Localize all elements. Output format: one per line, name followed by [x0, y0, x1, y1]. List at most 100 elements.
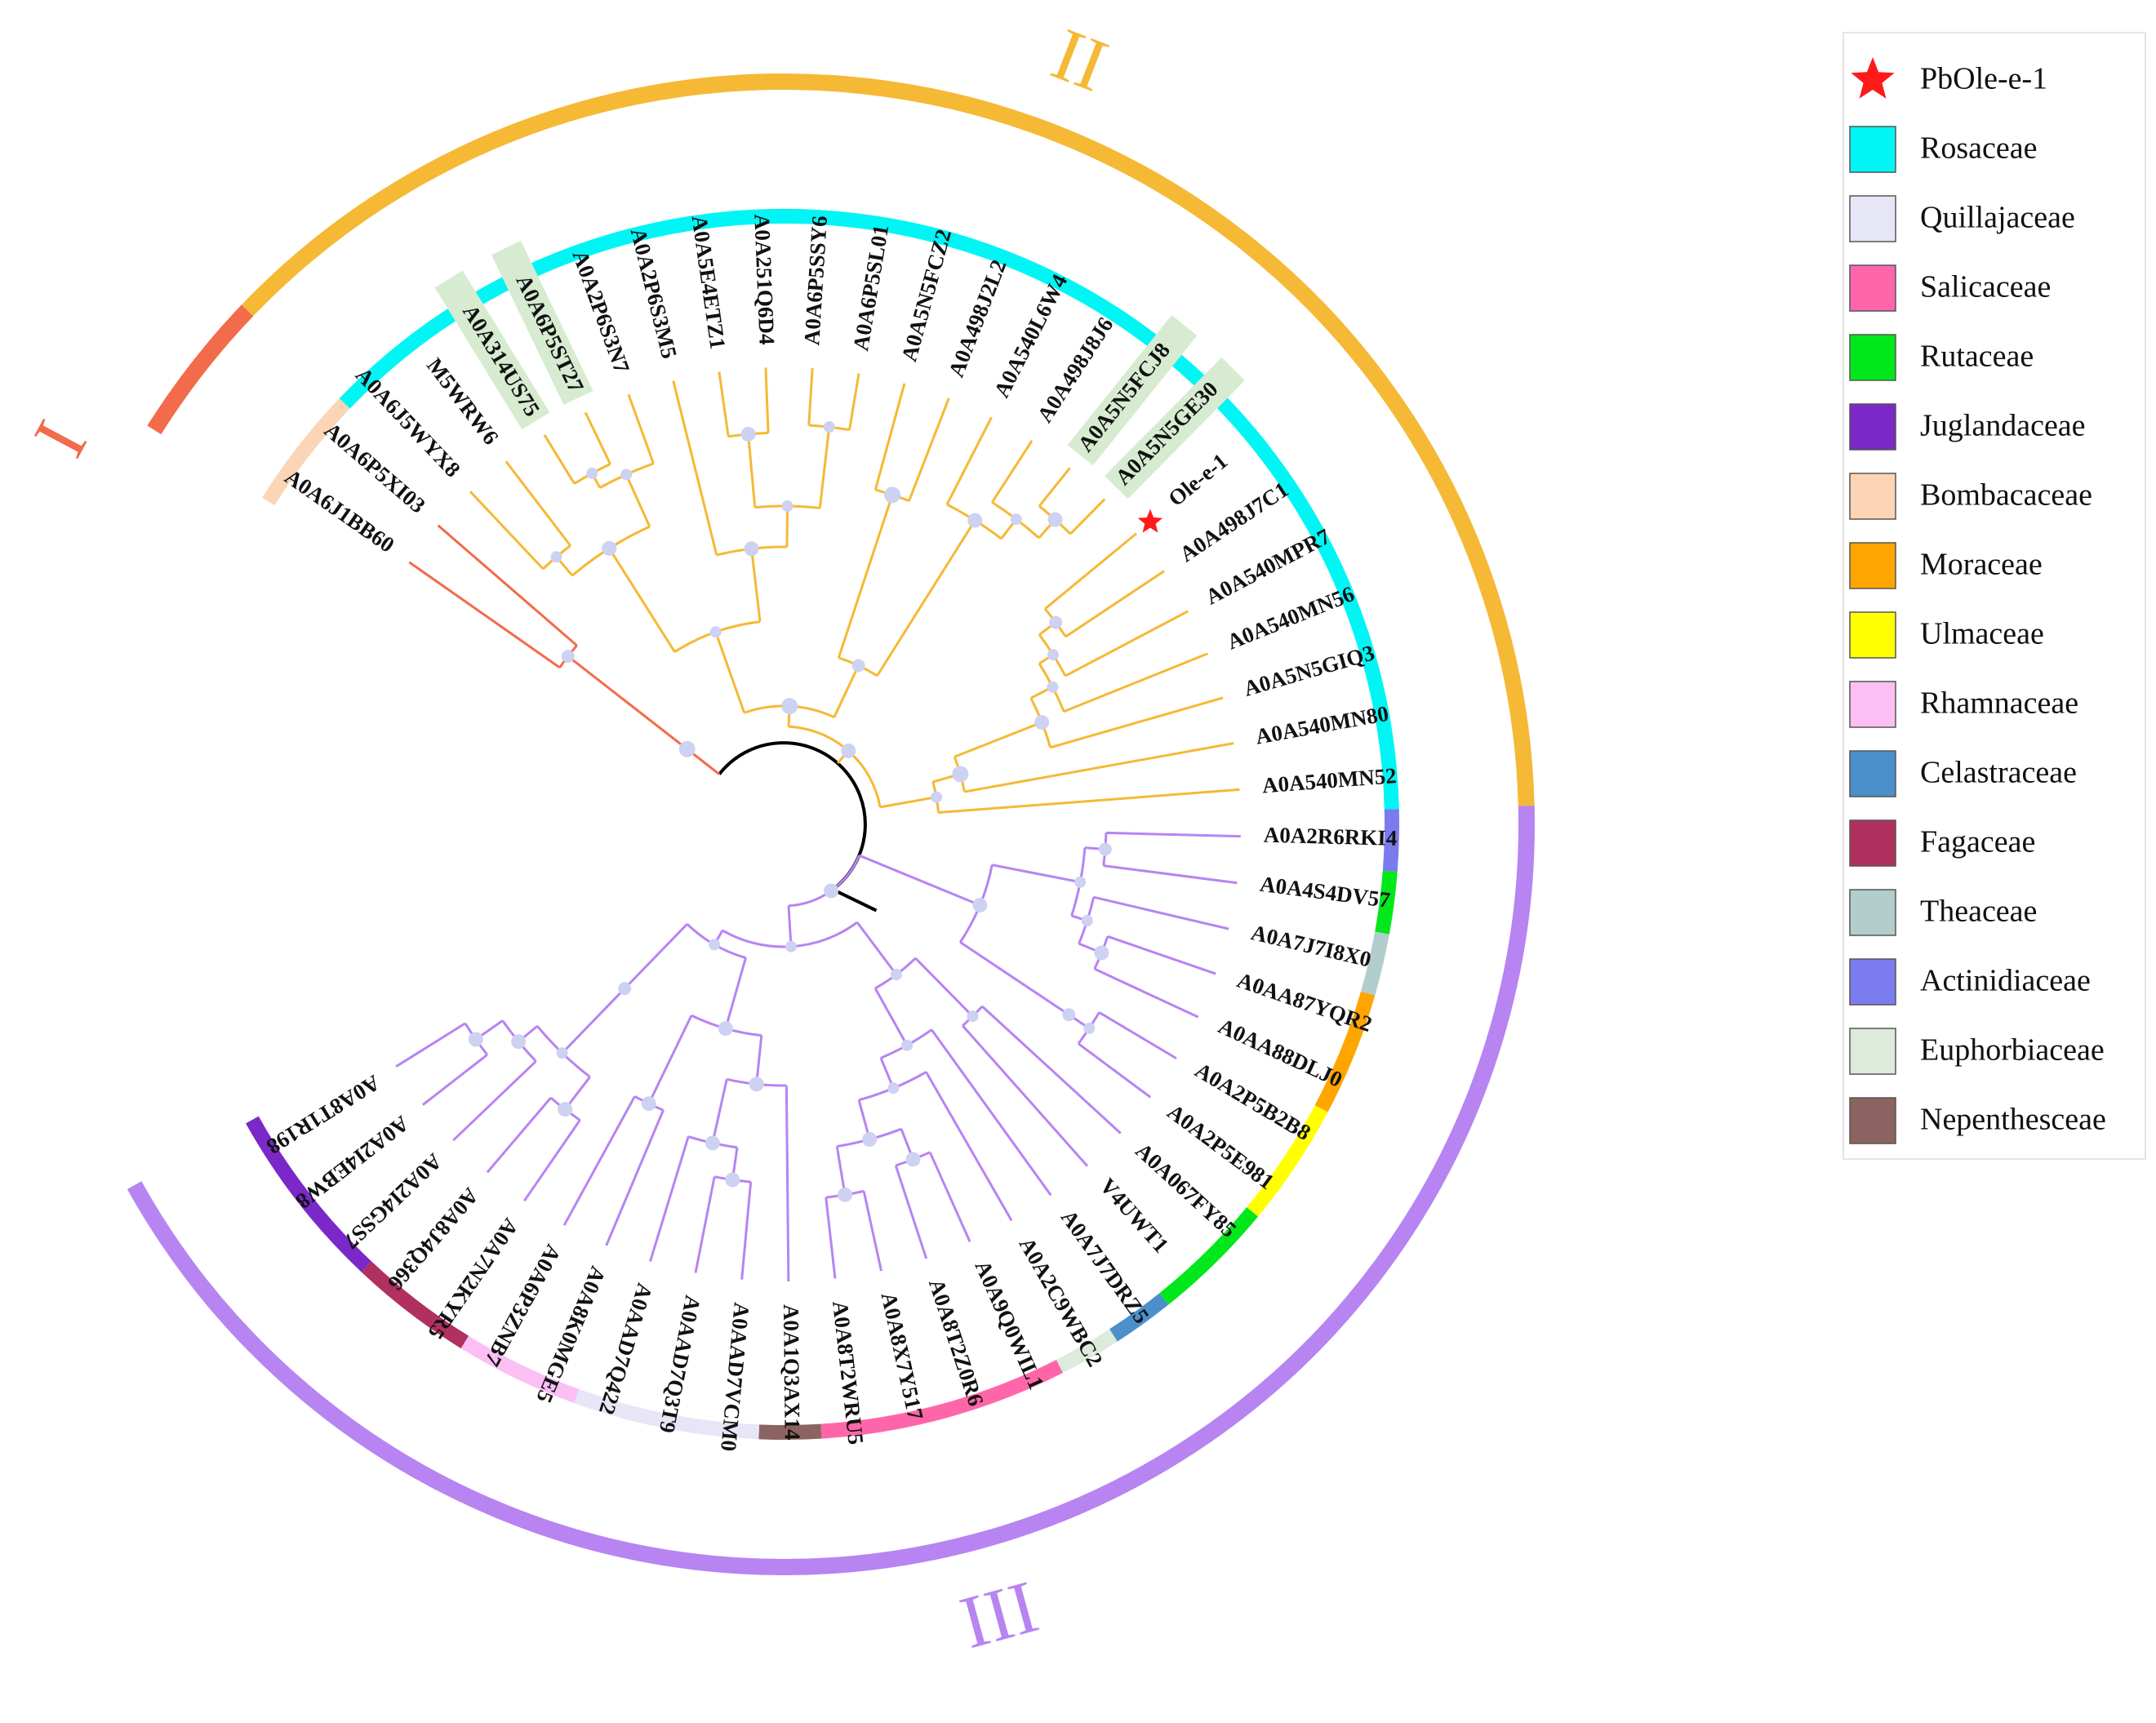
support-dot — [556, 1047, 568, 1059]
legend-label: Quillajaceae — [1920, 201, 2075, 235]
support-dot — [972, 897, 988, 913]
legend-label: Actinidiaceae — [1920, 964, 2091, 998]
legend-swatch — [1849, 889, 1896, 936]
leaf-branch — [874, 383, 906, 491]
leaf-branch — [764, 367, 770, 433]
internal-branch — [747, 433, 757, 508]
leaf-branch — [584, 411, 611, 465]
root-stub — [832, 887, 878, 913]
legend-item: Ulmaceae — [1849, 611, 2044, 659]
clade-segment — [127, 806, 1535, 1575]
leaf-branch — [825, 1197, 837, 1279]
support-dot — [709, 939, 721, 951]
support-dot — [901, 1039, 914, 1051]
leaf-label: A0A540MN80 — [1254, 701, 1391, 749]
legend-label: Rutaceae — [1920, 340, 2034, 374]
support-dot — [823, 421, 835, 433]
legend-item: Rutaceae — [1849, 334, 2034, 381]
internal-branch — [858, 854, 980, 907]
leaf-label: A0A4S4DV57 — [1259, 872, 1392, 913]
support-dot — [841, 743, 856, 758]
support-dot — [1081, 915, 1093, 927]
legend-swatch — [1849, 1028, 1896, 1075]
leaf-branch — [1050, 696, 1224, 749]
leaf-label: A0A7J7I8X0 — [1249, 920, 1374, 972]
legend-swatch — [1849, 542, 1896, 589]
leaf-branch — [928, 1152, 971, 1243]
leaf-branch — [1044, 532, 1137, 611]
legend-label: Juglandaceae — [1920, 409, 2086, 443]
internal-branch — [833, 664, 860, 718]
legend-swatch — [1849, 195, 1896, 242]
family-segment — [1109, 1293, 1169, 1342]
legend-label: Ulmaceae — [1920, 617, 2044, 651]
clade-segment — [147, 304, 254, 435]
support-dot — [838, 1187, 853, 1202]
legend-item: Fagaceae — [1849, 819, 2035, 867]
support-dot — [781, 698, 798, 715]
legend-item: Juglandaceae — [1849, 403, 2086, 451]
internal-branch — [835, 1146, 847, 1196]
support-dot — [620, 468, 633, 481]
leaf-branch — [1063, 652, 1209, 713]
support-dot — [705, 1135, 720, 1151]
legend-swatch — [1849, 334, 1896, 381]
legend-swatch — [1849, 473, 1896, 520]
support-dot — [851, 659, 865, 673]
leaf-branch — [1098, 1011, 1177, 1060]
support-dot — [1083, 1022, 1096, 1034]
legend-item: Quillajaceae — [1849, 195, 2075, 242]
leaf-label: A0A5N5FCZ2 — [896, 227, 956, 365]
leaf-branch — [1038, 467, 1071, 508]
support-dot — [1047, 681, 1059, 693]
clade-segment — [241, 73, 1535, 806]
support-dot — [781, 500, 793, 513]
leaf-label: A0A251Q6D4 — [749, 213, 779, 345]
leaf-branch — [408, 561, 561, 669]
leaf-branch — [523, 1119, 581, 1202]
star-icon — [1137, 508, 1163, 533]
internal-branch — [837, 494, 894, 659]
branch-arc — [788, 725, 882, 808]
leaf-branch — [945, 416, 993, 505]
support-dot — [967, 513, 983, 528]
legend-label: PbOle-e-1 — [1920, 62, 2047, 96]
leaf-branch — [649, 1136, 690, 1263]
support-dot — [890, 969, 902, 981]
support-dot — [1010, 513, 1022, 526]
clade-label-III: III — [953, 1565, 1047, 1666]
leaf-label: A0A1Q3AX14 — [779, 1304, 805, 1441]
legend: PbOle-e-1 Rosaceae Quillajaceae Salicaceae R… — [1843, 32, 2146, 1160]
family-segment — [820, 1359, 1063, 1439]
leaf-label: A0A6P5SL01 — [848, 223, 893, 353]
support-dot — [824, 883, 839, 899]
legend-swatch — [1849, 126, 1896, 173]
legend-label: Bombacaceae — [1920, 478, 2092, 513]
family-segment — [361, 1261, 469, 1348]
internal-branch — [567, 655, 688, 750]
internal-branch — [856, 921, 898, 975]
leaf-branch — [930, 1028, 1052, 1197]
leaf-branch — [395, 1022, 466, 1068]
legend-item: Nepenthesceae — [1849, 1097, 2106, 1144]
family-segment — [1375, 870, 1398, 935]
support-dot — [558, 1102, 573, 1117]
leaf-branch — [894, 1165, 928, 1259]
support-dot — [709, 626, 722, 638]
support-dot — [586, 467, 598, 479]
leaf-branch — [938, 788, 1240, 815]
internal-branch — [874, 988, 909, 1046]
support-dot — [862, 1131, 878, 1147]
leaf-label: A0A498J2L2 — [944, 256, 1011, 380]
leaf-branch — [452, 1060, 537, 1142]
internal-branch — [625, 473, 651, 527]
leaf-label: A0A5E4ETZ1 — [687, 214, 731, 351]
clade-label-II: II — [1042, 11, 1118, 107]
legend-label: Salicaceae — [1920, 270, 2051, 304]
leaf-branch — [605, 1109, 665, 1246]
internal-branch — [724, 957, 747, 1029]
leaf-label: A0A6P5SSY6 — [799, 215, 832, 346]
leaf-branch — [421, 1054, 488, 1106]
support-dot — [967, 1010, 979, 1023]
support-dot — [740, 426, 756, 442]
